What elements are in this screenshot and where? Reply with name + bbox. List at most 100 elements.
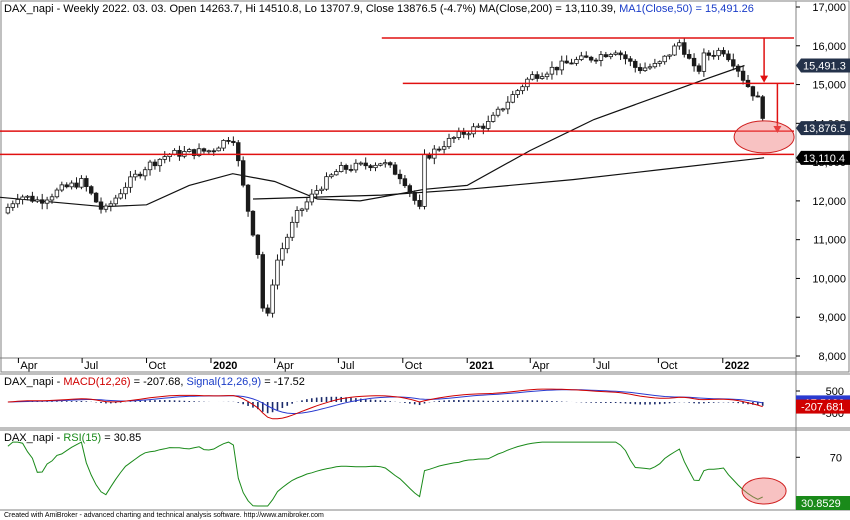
candle-body — [667, 54, 672, 57]
candle-body — [682, 42, 687, 55]
macd-label: MACD(12,26) — [63, 376, 130, 388]
candle-body — [187, 149, 192, 152]
candle-body — [309, 193, 314, 203]
candle-body — [255, 234, 261, 256]
candle-body — [368, 165, 373, 169]
candle-body — [221, 140, 226, 149]
candle-body — [378, 163, 383, 166]
candle-body — [84, 178, 89, 188]
rsi-value: = 30.85 — [101, 432, 141, 444]
candle-body — [539, 76, 545, 79]
candle-body — [647, 66, 653, 69]
candle-body — [353, 162, 359, 171]
candle-body — [760, 96, 765, 119]
candle-body — [59, 184, 65, 191]
x-tick-label: Jul — [596, 360, 610, 372]
y-tick-label: 10,000 — [812, 273, 846, 285]
candle-body — [280, 248, 285, 261]
candle-body — [755, 95, 760, 98]
rsi-highlight-ellipse — [741, 477, 787, 505]
candle-body — [579, 55, 584, 60]
x-tick-label: 2020 — [213, 360, 237, 372]
candle-body — [637, 67, 643, 72]
candle-body — [481, 125, 486, 129]
candle-body — [123, 186, 128, 195]
candle-body — [549, 66, 555, 75]
candle-body — [324, 176, 329, 190]
rsi-label: RSI(15) — [63, 432, 101, 444]
candle-body — [191, 149, 197, 156]
candle-body — [642, 67, 648, 72]
candle-body — [69, 182, 74, 188]
macd-line — [7, 388, 763, 420]
candle-body — [574, 59, 579, 64]
x-tick-label: 2021 — [469, 360, 493, 372]
y-tick-label: 8,000 — [818, 351, 846, 363]
candle-body — [40, 199, 45, 204]
candle-body — [289, 221, 295, 238]
x-tick-label: Apr — [277, 360, 294, 372]
candle-body — [422, 154, 427, 207]
support-resistance-lines — [0, 37, 794, 156]
rsi-header-name: DAX_napi - — [4, 432, 63, 444]
candle-body — [10, 203, 16, 208]
candle-body — [593, 59, 599, 62]
candle-body — [412, 191, 417, 201]
x-axis: Apr Jul Oct 2020 Apr Jul Oct 2021 Apr Jul Oct 2022 — [0, 357, 796, 372]
ma50-line — [0, 64, 745, 208]
ma200-line — [252, 157, 765, 200]
down-arrows — [733, 38, 795, 154]
candle-body — [657, 61, 662, 64]
candle-body — [456, 131, 462, 138]
candle-body — [211, 150, 216, 153]
candle-body — [314, 190, 319, 195]
candle-body — [226, 140, 231, 142]
candle-body — [196, 148, 202, 156]
candle-body — [618, 52, 623, 56]
candle-body — [451, 137, 457, 139]
candle-body — [348, 169, 354, 171]
candle-body — [701, 52, 707, 72]
candle-body — [250, 210, 256, 236]
candle-body — [30, 195, 35, 202]
candle-body — [64, 184, 69, 188]
candle-body — [677, 42, 682, 47]
price-header: DAX_napi - Weekly 2022. 03. 03. Open 142… — [4, 3, 754, 15]
price-tag-label: 13,110.4 — [803, 153, 845, 165]
candle-body — [588, 56, 594, 61]
candle-body — [466, 133, 471, 136]
signal-line — [7, 389, 763, 415]
price-header-main: DAX_napi - Weekly 2022. 03. 03. Open 142… — [4, 3, 619, 15]
candle-body — [446, 137, 452, 148]
candle-body — [559, 60, 564, 71]
x-tick-label: Apr — [532, 360, 549, 372]
candle-body — [206, 150, 212, 153]
candle-body — [128, 176, 133, 188]
y-tick-label: 15,000 — [812, 80, 846, 92]
rsi-line — [7, 441, 763, 507]
candle-body — [240, 160, 246, 186]
candle-body — [35, 199, 40, 202]
macd-header: DAX_napi - MACD(12,26) = -207.68, Signal… — [4, 376, 305, 388]
candle-body — [15, 199, 20, 205]
candle-body — [564, 60, 569, 64]
candle-body — [373, 164, 378, 169]
candle-body — [162, 156, 167, 160]
candle-body — [216, 147, 221, 152]
candle-body — [726, 53, 731, 61]
x-tick-label: 2022 — [725, 360, 749, 372]
candle-body — [731, 59, 736, 67]
candle-body — [388, 162, 393, 166]
candle-body — [662, 55, 667, 63]
candle-body — [505, 101, 511, 110]
macd-tag-box — [796, 399, 850, 414]
price-tag-box — [796, 150, 850, 165]
candle-body — [672, 45, 677, 56]
candle-body — [275, 259, 280, 286]
macd-tag-label: -207.681 — [801, 402, 844, 414]
candle-body — [147, 161, 153, 171]
candle-body — [711, 54, 716, 57]
moving-averages — [0, 64, 765, 208]
candle-body — [304, 201, 310, 210]
